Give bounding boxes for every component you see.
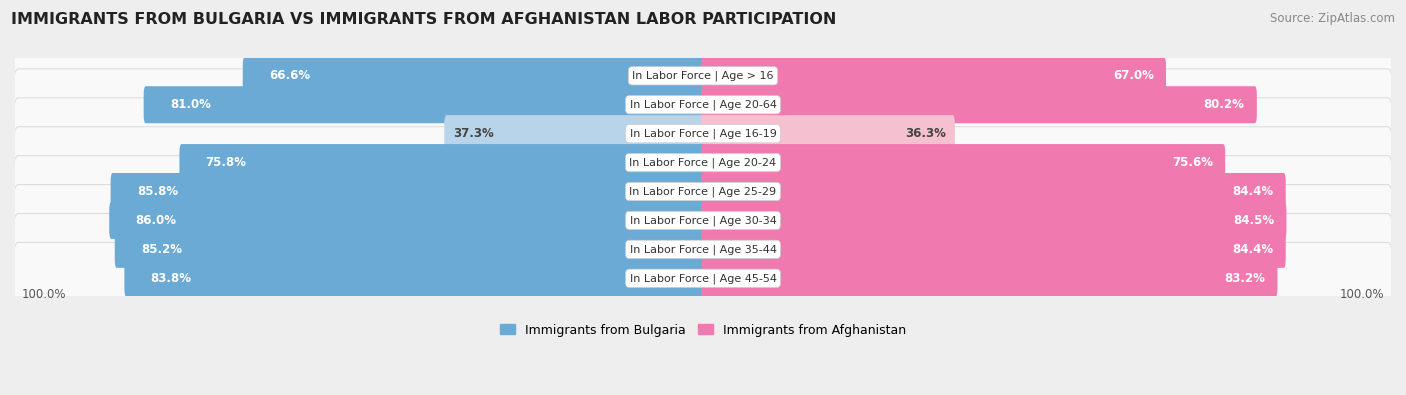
FancyBboxPatch shape (444, 115, 704, 152)
Text: 85.2%: 85.2% (141, 243, 181, 256)
FancyBboxPatch shape (13, 127, 1393, 198)
FancyBboxPatch shape (702, 202, 1286, 239)
Text: 81.0%: 81.0% (170, 98, 211, 111)
FancyBboxPatch shape (702, 57, 1166, 94)
Text: 75.6%: 75.6% (1171, 156, 1213, 169)
Text: 100.0%: 100.0% (22, 288, 66, 301)
Text: In Labor Force | Age 30-34: In Labor Force | Age 30-34 (630, 215, 776, 226)
Text: 84.5%: 84.5% (1233, 214, 1274, 227)
FancyBboxPatch shape (702, 144, 1225, 181)
FancyBboxPatch shape (13, 69, 1393, 141)
Text: 80.2%: 80.2% (1204, 98, 1244, 111)
Text: In Labor Force | Age 45-54: In Labor Force | Age 45-54 (630, 273, 776, 284)
Text: In Labor Force | Age 20-64: In Labor Force | Age 20-64 (630, 100, 776, 110)
FancyBboxPatch shape (13, 40, 1393, 112)
FancyBboxPatch shape (143, 86, 704, 123)
Text: In Labor Force | Age 16-19: In Labor Force | Age 16-19 (630, 128, 776, 139)
FancyBboxPatch shape (13, 98, 1393, 169)
Text: 66.6%: 66.6% (269, 69, 309, 82)
FancyBboxPatch shape (243, 57, 704, 94)
FancyBboxPatch shape (13, 184, 1393, 256)
FancyBboxPatch shape (124, 260, 704, 297)
FancyBboxPatch shape (180, 144, 704, 181)
Text: IMMIGRANTS FROM BULGARIA VS IMMIGRANTS FROM AFGHANISTAN LABOR PARTICIPATION: IMMIGRANTS FROM BULGARIA VS IMMIGRANTS F… (11, 12, 837, 27)
FancyBboxPatch shape (13, 213, 1393, 285)
Legend: Immigrants from Bulgaria, Immigrants from Afghanistan: Immigrants from Bulgaria, Immigrants fro… (495, 319, 911, 342)
FancyBboxPatch shape (111, 173, 704, 210)
Text: 67.0%: 67.0% (1112, 69, 1154, 82)
FancyBboxPatch shape (702, 86, 1257, 123)
Text: 83.2%: 83.2% (1225, 272, 1265, 285)
Text: 84.4%: 84.4% (1232, 243, 1274, 256)
Text: 37.3%: 37.3% (453, 127, 494, 140)
Text: 86.0%: 86.0% (135, 214, 176, 227)
FancyBboxPatch shape (115, 231, 704, 268)
Text: In Labor Force | Age 20-24: In Labor Force | Age 20-24 (630, 157, 776, 168)
Text: Source: ZipAtlas.com: Source: ZipAtlas.com (1270, 12, 1395, 25)
Text: 85.8%: 85.8% (136, 185, 179, 198)
Text: 83.8%: 83.8% (150, 272, 191, 285)
FancyBboxPatch shape (13, 243, 1393, 314)
FancyBboxPatch shape (702, 260, 1278, 297)
Text: In Labor Force | Age 35-44: In Labor Force | Age 35-44 (630, 244, 776, 255)
Text: 84.4%: 84.4% (1232, 185, 1274, 198)
FancyBboxPatch shape (702, 115, 955, 152)
FancyBboxPatch shape (702, 173, 1285, 210)
FancyBboxPatch shape (110, 202, 704, 239)
FancyBboxPatch shape (13, 156, 1393, 228)
FancyBboxPatch shape (702, 231, 1285, 268)
Text: In Labor Force | Age > 16: In Labor Force | Age > 16 (633, 71, 773, 81)
Text: In Labor Force | Age 25-29: In Labor Force | Age 25-29 (630, 186, 776, 197)
Text: 100.0%: 100.0% (1340, 288, 1384, 301)
Text: 36.3%: 36.3% (905, 127, 946, 140)
Text: 75.8%: 75.8% (205, 156, 246, 169)
